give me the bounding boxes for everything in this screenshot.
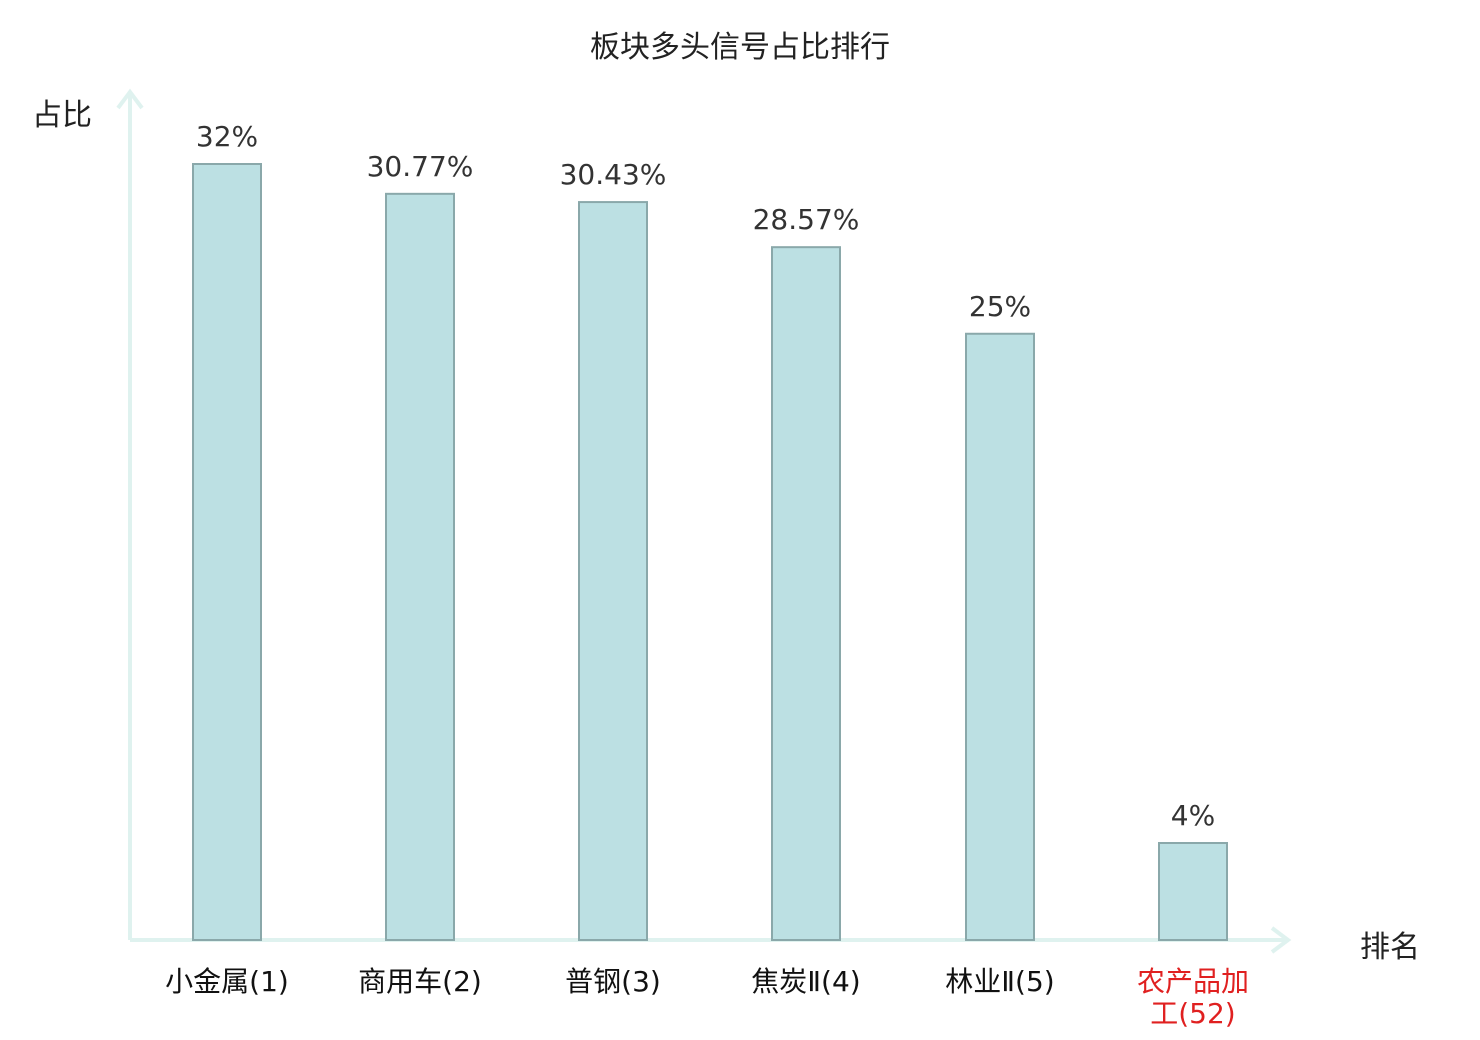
value-label-3: 30.43%	[560, 158, 667, 191]
value-label-6: 4%	[1171, 799, 1215, 832]
category-label-line: 普钢(3)	[565, 965, 661, 998]
bar-1	[192, 163, 262, 941]
bar-5	[965, 332, 1035, 941]
value-label-2: 30.77%	[367, 150, 474, 183]
category-label-line: 小金属(1)	[165, 965, 289, 998]
category-label-1: 小金属(1)	[147, 966, 307, 998]
category-label-line: 农产品加	[1136, 965, 1249, 998]
bar-4	[771, 246, 841, 942]
category-label-line: 林业Ⅱ(5)	[945, 965, 1055, 998]
category-label-line: 商用车(2)	[358, 965, 482, 998]
x-axis-arrow	[1270, 926, 1292, 954]
category-label-4: 焦炭Ⅱ(4)	[726, 966, 886, 998]
x-axis-label: 排名	[1360, 930, 1420, 965]
category-label-line: 焦炭Ⅱ(4)	[751, 965, 861, 998]
value-label-5: 25%	[969, 290, 1031, 323]
category-label-3: 普钢(3)	[533, 966, 693, 998]
category-label-6: 农产品加 工(52)	[1113, 966, 1273, 1030]
category-label-2: 商用车(2)	[340, 966, 500, 998]
category-label-line: 工(52)	[1150, 997, 1236, 1030]
value-label-4: 28.57%	[753, 203, 860, 236]
y-axis-arrow	[116, 88, 144, 110]
value-label-1: 32%	[196, 120, 258, 153]
axes	[116, 88, 1292, 954]
bar-2	[385, 192, 455, 941]
bar-3	[578, 201, 648, 941]
chart-title: 板块多头信号占比排行	[590, 30, 890, 65]
value-labels: 32% 30.77% 30.43% 28.57% 25% 4%	[196, 120, 1215, 832]
bars	[192, 163, 1228, 942]
bar-6	[1158, 842, 1228, 941]
category-label-5: 林业Ⅱ(5)	[920, 966, 1080, 998]
y-axis-label: 占比	[32, 98, 92, 133]
